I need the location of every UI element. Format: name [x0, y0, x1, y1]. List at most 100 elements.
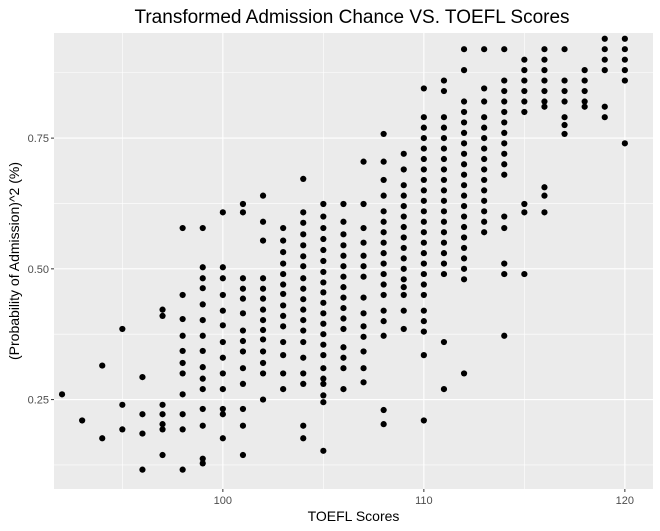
data-point	[360, 294, 367, 301]
data-point	[541, 98, 548, 105]
data-point	[440, 155, 448, 163]
data-point	[199, 460, 206, 467]
data-point	[481, 218, 488, 225]
data-point	[561, 46, 568, 53]
data-point	[219, 386, 226, 393]
data-point	[380, 270, 387, 278]
data-point	[400, 223, 407, 231]
data-point	[360, 273, 367, 280]
data-point	[481, 208, 488, 215]
data-point	[400, 182, 407, 189]
data-point	[219, 264, 226, 271]
data-point	[481, 187, 488, 194]
data-point	[280, 302, 287, 309]
data-point	[179, 315, 186, 323]
data-point	[420, 85, 427, 92]
data-point	[239, 295, 247, 302]
data-point	[440, 229, 448, 236]
data-point	[320, 352, 327, 359]
data-point	[400, 291, 407, 299]
data-point	[239, 285, 247, 292]
data-point	[280, 338, 287, 346]
data-point	[460, 119, 468, 126]
data-point	[521, 209, 528, 216]
data-point	[460, 129, 468, 136]
data-point	[501, 224, 508, 232]
data-point	[400, 255, 407, 262]
data-point	[300, 253, 307, 260]
data-point	[501, 213, 508, 220]
data-point	[320, 392, 327, 399]
data-point	[199, 455, 206, 462]
data-point	[340, 200, 347, 208]
x-tick-label: 100	[214, 495, 232, 507]
data-point	[179, 224, 186, 232]
data-point	[300, 296, 307, 303]
data-point	[380, 318, 387, 325]
data-point	[621, 35, 628, 42]
data-point	[199, 332, 206, 339]
data-point	[400, 284, 407, 291]
data-point	[541, 77, 548, 84]
data-point	[300, 306, 307, 313]
data-point	[360, 323, 367, 330]
data-point	[300, 370, 307, 377]
data-point	[179, 391, 186, 398]
data-point	[440, 87, 448, 95]
data-point	[239, 348, 247, 355]
data-point	[360, 158, 367, 165]
data-point	[440, 187, 448, 194]
major-gridlines	[54, 33, 653, 489]
data-point	[400, 166, 407, 173]
data-point	[521, 87, 528, 95]
data-point	[541, 46, 548, 53]
data-point	[460, 67, 468, 74]
data-point	[501, 108, 508, 116]
data-point	[320, 375, 327, 382]
data-point	[501, 140, 508, 147]
data-point	[440, 260, 448, 267]
data-point	[99, 435, 106, 442]
x-axis-title: TOEFL Scores	[308, 508, 400, 524]
data-point	[420, 135, 427, 142]
data-point	[340, 294, 347, 301]
data-point	[521, 200, 528, 208]
data-point	[199, 375, 206, 382]
data-point	[340, 252, 347, 259]
data-point	[320, 246, 327, 254]
data-point	[259, 295, 267, 302]
data-point	[219, 291, 226, 299]
data-point	[420, 270, 427, 278]
data-point	[400, 244, 407, 252]
data-point	[320, 299, 327, 306]
data-point	[239, 275, 247, 282]
data-point	[561, 114, 568, 121]
plot-panel	[54, 33, 653, 489]
data-point	[239, 405, 247, 413]
data-point	[199, 275, 206, 282]
data-point	[440, 197, 448, 204]
data-point	[440, 386, 448, 393]
data-point	[320, 257, 327, 265]
data-points	[58, 35, 628, 473]
data-point	[440, 239, 448, 246]
data-point	[219, 322, 226, 329]
data-point	[460, 140, 468, 147]
data-point	[460, 171, 468, 178]
data-point	[501, 87, 508, 95]
data-point	[320, 341, 327, 348]
data-point	[340, 263, 347, 270]
data-point	[360, 348, 367, 355]
data-point	[420, 145, 427, 152]
data-point	[400, 325, 407, 333]
data-point	[380, 250, 387, 257]
data-point	[320, 331, 327, 338]
data-point	[199, 364, 206, 371]
data-point	[521, 108, 528, 116]
data-point	[380, 229, 387, 236]
data-point	[601, 56, 608, 63]
data-point	[259, 192, 267, 199]
data-point	[320, 268, 327, 276]
data-point	[420, 114, 427, 121]
data-point	[360, 263, 367, 270]
